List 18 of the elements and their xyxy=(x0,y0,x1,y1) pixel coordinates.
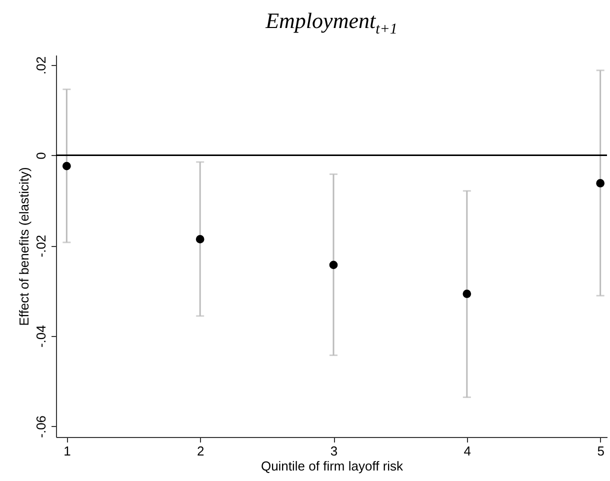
point xyxy=(62,162,71,170)
x-tick-label: 4 xyxy=(464,444,472,458)
point xyxy=(196,235,204,244)
point xyxy=(596,179,605,188)
chart-title: Employment$_{t+1}$ xyxy=(264,8,398,38)
y-tick-label: -.06 xyxy=(34,415,48,438)
y-tick-label: -.04 xyxy=(34,325,48,348)
x-tick-label: 1 xyxy=(64,444,71,458)
point xyxy=(329,260,338,270)
y-tick-label: -.02 xyxy=(34,234,48,258)
y-axis-title: Effect of benefits (elasticity) xyxy=(16,167,32,326)
x-tick-label: 3 xyxy=(330,444,338,458)
x-tick-label: 2 xyxy=(196,444,204,458)
x-tick-label: 5 xyxy=(597,444,604,458)
x-axis-title: Quintile of firm layoff risk xyxy=(260,458,404,474)
y-tick-label: .02 xyxy=(34,56,48,74)
point xyxy=(462,290,472,298)
y-tick-label: 0 xyxy=(34,152,48,160)
